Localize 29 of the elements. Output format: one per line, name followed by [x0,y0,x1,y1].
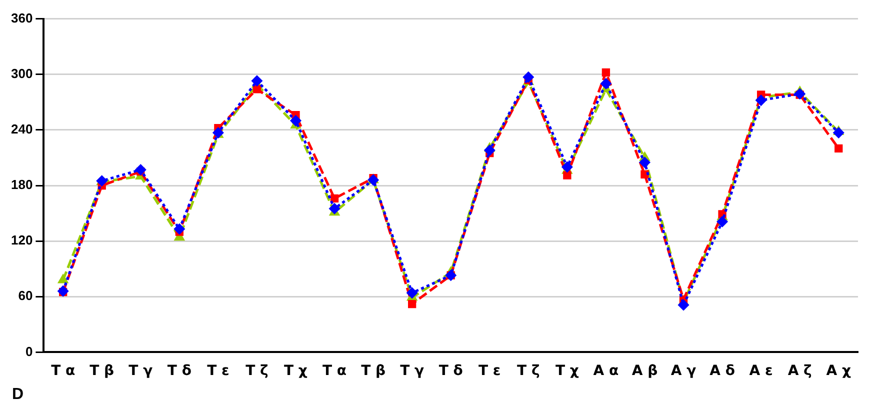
x-tick-label: Α α [593,363,619,380]
x-tick-label: Α ζ [788,363,812,380]
x-tick-label: Α ε [749,363,773,380]
x-tick-label: Τ χ [284,363,308,380]
y-tick-label: 0 [25,344,33,359]
x-tick-label: Τ γ [400,363,425,380]
x-tick-label: Τ β [90,363,114,380]
x-tick-label: Τ δ [167,363,192,380]
x-tick-label: Τ ζ [246,363,268,380]
x-tick-label: Α δ [710,363,736,380]
y-tick-label: 240 [10,122,33,137]
x-tick-label: Τ γ [128,363,154,380]
text: D [12,386,24,404]
x-tick-label: Τ ζ [517,363,540,380]
x-tick-label: Τ α [322,363,347,380]
y-tick-label: 360 [10,10,33,26]
x-tick-label: Τ ε [478,363,501,380]
x-tick-label: Α γ [670,363,697,380]
y-tick-label: 180 [10,177,33,192]
x-tick-label: Τ χ [555,363,579,380]
x-tick-label: Τ α [51,363,76,380]
y-tick-label: 300 [10,66,33,81]
y-tick-label: 60 [18,288,33,304]
x-tick-label: Α χ [826,363,851,380]
y-tick-label: 120 [10,232,33,248]
x-tick-label: Τ δ [438,363,464,380]
x-tick-label: Α β [632,363,658,380]
x-tick-label: Τ β [361,363,386,380]
x-tick-label: Τ ε [207,363,230,380]
